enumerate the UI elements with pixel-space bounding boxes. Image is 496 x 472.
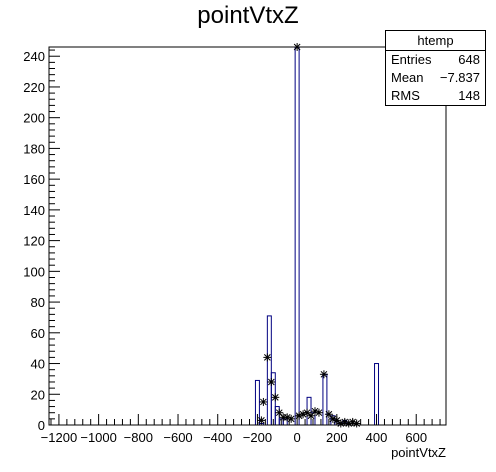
star-markers [257,43,361,428]
star-marker [263,353,272,362]
stats-label: Mean [391,70,424,85]
y-tick-label: 0 [38,418,45,433]
stats-row-entries: Entries 648 [386,51,485,69]
y-tick-label: 60 [31,326,45,341]
x-tick-label: 400 [366,430,388,445]
x-tick-label: −200 [243,430,272,445]
star-marker [267,377,276,386]
star-marker [259,397,268,406]
y-tick-label: 40 [31,357,45,372]
histogram-bar [266,315,272,426]
stats-value: 648 [458,52,480,67]
star-marker [257,416,266,425]
star-marker [307,411,316,420]
stats-value: 148 [458,88,480,103]
stats-name: htemp [386,31,485,51]
y-tick-label: 80 [31,295,45,310]
stats-value: −7.837 [439,70,480,85]
star-marker [314,408,323,417]
y-tick-label: 200 [23,111,45,126]
y-tick-label: 220 [23,80,45,95]
stats-box: htemp Entries 648 Mean −7.837 RMS 148 [385,30,486,106]
chart-title: pointVtxZ [197,2,299,29]
x-tick-label: 200 [326,430,348,445]
x-tick-label: −800 [124,430,153,445]
y-tick-label: 140 [23,203,45,218]
y-tick-label: 100 [23,264,45,279]
y-tick-label: 180 [23,141,45,156]
histogram-bar [294,46,300,426]
stats-label: Entries [391,52,432,67]
stats-label: RMS [391,88,420,103]
star-marker [352,419,361,428]
plot-frame [48,46,447,426]
histogram-bar [274,406,280,426]
x-tick-label: 600 [405,430,427,445]
stats-row-rms: RMS 148 [386,87,485,105]
y-tick-label: 160 [23,172,45,187]
x-tick-label: −400 [203,430,232,445]
histogram-bars [254,46,380,426]
y-tick-label: 20 [31,387,45,402]
tick-labels: −1200 −1000 −800 −600 −400 −200 0 200 400 600 0 20 4… [23,49,427,445]
x-tick-label: −600 [163,430,192,445]
x-tick-label: −1000 [80,430,117,445]
axis-ticks [49,49,441,426]
star-marker [287,414,296,423]
star-marker [271,393,280,402]
x-tick-label: −1200 [41,430,78,445]
x-tick-label: 0 [294,430,301,445]
y-tick-label: 120 [23,234,45,249]
y-tick-label: 240 [23,49,45,64]
x-axis-title: pointVtxZ [391,445,446,460]
star-marker [319,370,328,379]
stats-row-mean: Mean −7.837 [386,69,485,87]
